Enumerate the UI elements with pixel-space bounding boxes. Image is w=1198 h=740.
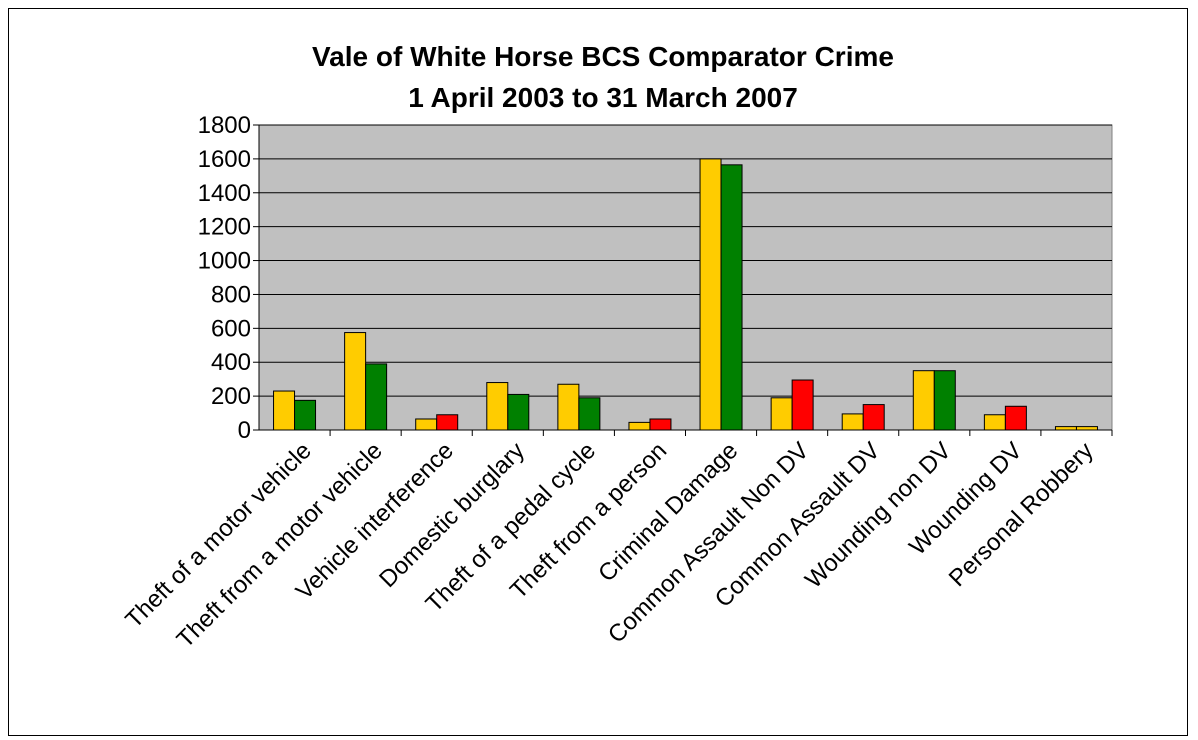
bar-series1 [841, 413, 864, 431]
bar-series1 [415, 418, 438, 431]
y-tick-label: 1600 [198, 146, 251, 173]
bar-series2 [862, 404, 885, 431]
bar-series2 [578, 397, 601, 431]
plot-background [258, 124, 1113, 431]
bar-series2 [933, 370, 956, 431]
bar-series1 [557, 383, 580, 431]
bar-series2 [507, 393, 530, 431]
bar-series1 [344, 332, 367, 431]
bar-series2 [720, 164, 743, 431]
bar-series1 [770, 397, 793, 431]
chart-title-line2: 1 April 2003 to 31 March 2007 [408, 82, 798, 113]
bar-series1 [912, 370, 935, 431]
bar-series1 [486, 382, 509, 431]
bar-series2 [791, 379, 814, 431]
y-tick-label: 400 [211, 349, 251, 376]
bar-series1 [1054, 426, 1077, 431]
bar-series2 [1075, 426, 1098, 431]
y-tick-label: 1400 [198, 180, 251, 207]
chart-frame: Vale of White Horse BCS Comparator Crime… [8, 8, 1188, 736]
bar-series2 [1004, 405, 1027, 431]
y-tick-label: 1200 [198, 214, 251, 241]
y-tick-label: 600 [211, 315, 251, 342]
y-tick-label: 800 [211, 281, 251, 308]
y-tick-label: 200 [211, 383, 251, 410]
bar-chart: Vale of White Horse BCS Comparator Crime… [120, 41, 1113, 653]
bar-series1 [699, 158, 722, 431]
bar-series1 [983, 414, 1006, 431]
bar-series2 [365, 363, 388, 431]
bar-series2 [294, 399, 317, 431]
bar-series2 [436, 414, 459, 431]
bar-series1 [273, 390, 296, 431]
y-tick-label: 1000 [198, 248, 251, 275]
bar-series1 [628, 421, 651, 431]
bar-series2 [649, 418, 672, 431]
y-tick-label: 0 [238, 417, 251, 444]
chart-title-line1: Vale of White Horse BCS Comparator Crime [312, 41, 894, 72]
y-tick-label: 1800 [198, 112, 251, 139]
